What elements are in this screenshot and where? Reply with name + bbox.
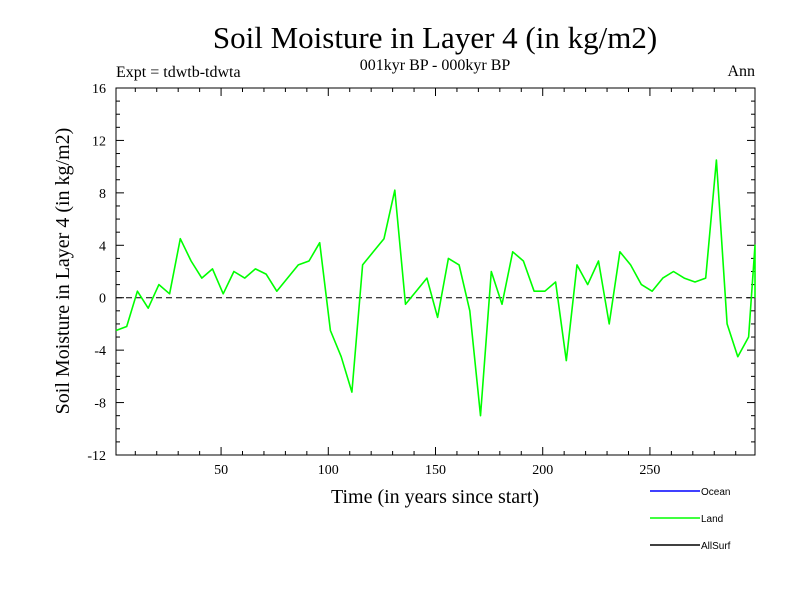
- series-line-land: [115, 159, 756, 417]
- x-tick-label: 50: [214, 463, 228, 478]
- series-layer: [115, 159, 756, 417]
- y-tick-label: 0: [99, 292, 106, 307]
- chart-title: Soil Moisture in Layer 4 (in kg/m2): [213, 20, 657, 55]
- x-tick-label: 150: [425, 463, 446, 478]
- legend-label-land: Land: [701, 514, 723, 525]
- chart-subtitle: 001kyr BP - 000kyr BP: [360, 57, 511, 74]
- y-tick-label: 4: [99, 239, 106, 254]
- y-tick-label: 8: [99, 187, 106, 202]
- legend-label-ocean: Ocean: [701, 487, 730, 498]
- y-tick-label: 12: [92, 134, 106, 149]
- axes: -12 -8 -4 0 4 8 12 16 50 100 150 200 250: [87, 82, 756, 478]
- expt-label: Expt = tdwtb-tdwta: [116, 64, 241, 81]
- x-tick-label: 200: [532, 463, 553, 478]
- y-tick-label: -12: [87, 449, 106, 464]
- legend-label-allsurf: AllSurf: [701, 541, 731, 552]
- x-axis-label: Time (in years since start): [331, 486, 539, 508]
- y-tick-label: 16: [92, 82, 106, 97]
- x-tick-label: 250: [639, 463, 660, 478]
- y-tick-label: -4: [94, 344, 106, 359]
- x-tick-label: 100: [318, 463, 339, 478]
- legend: Ocean Land AllSurf: [650, 487, 731, 552]
- season-label: Ann: [727, 63, 755, 80]
- y-tick-label: -8: [94, 397, 106, 412]
- y-axis-label: Soil Moisture in Layer 4 (in kg/m2): [52, 128, 74, 415]
